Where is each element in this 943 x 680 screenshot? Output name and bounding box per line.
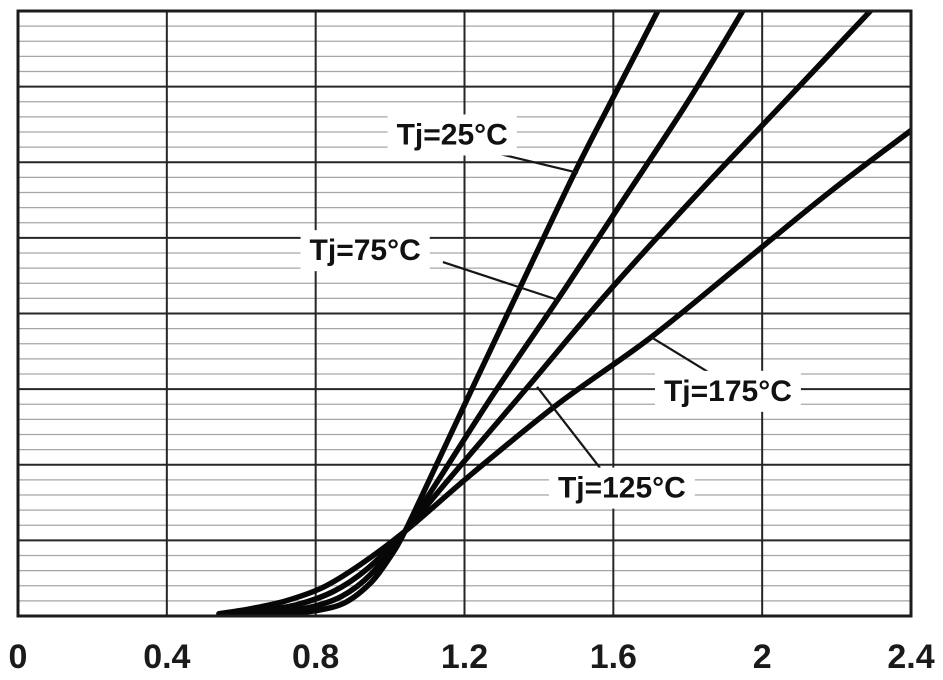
curve-label-box [387,114,517,156]
curve-label-text: Tj=75°C [310,234,421,267]
curve-label-text: Tj=175°C [664,375,792,408]
curves-group [216,11,911,616]
x-tick-label: 1.6 [590,638,637,676]
curve-label-tj-75-c: Tj=75°C [300,230,430,272]
grid-major [18,11,911,616]
x-axis-tick-labels: 0 0.4 0.8 1.2 1.6 2 2.4 [9,638,935,676]
curve-label-tj-25-c: Tj=25°C [387,114,517,156]
x-tick-label: 0.8 [292,638,339,676]
curve-tj-175-c [216,127,911,616]
curve-label-box [548,467,695,509]
curve-tj-75-c [227,11,746,616]
curve-label-box [654,370,801,412]
curve-label-text: Tj=25°C [397,118,508,151]
annotation-leaders [442,150,711,469]
curve-label-tj-175-c: Tj=175°C [654,370,801,412]
curve-label-text: Tj=125°C [558,472,686,505]
x-tick-label: 0 [9,638,28,676]
x-tick-label: 2 [753,638,772,676]
x-tick-label: 0.4 [143,638,190,676]
x-tick-label: 1.2 [441,638,488,676]
leader-tj-75-c [442,261,559,301]
curve-label-box [300,230,430,272]
leader-tj-175-c [651,336,711,375]
curve-tj-125-c [219,11,875,616]
x-tick-label: 2.4 [887,638,934,676]
curve-label-tj-125-c: Tj=125°C [548,467,695,509]
leader-tj-125-c [536,386,601,469]
plot-border [16,9,913,618]
curve-tj-25-c [238,11,661,616]
